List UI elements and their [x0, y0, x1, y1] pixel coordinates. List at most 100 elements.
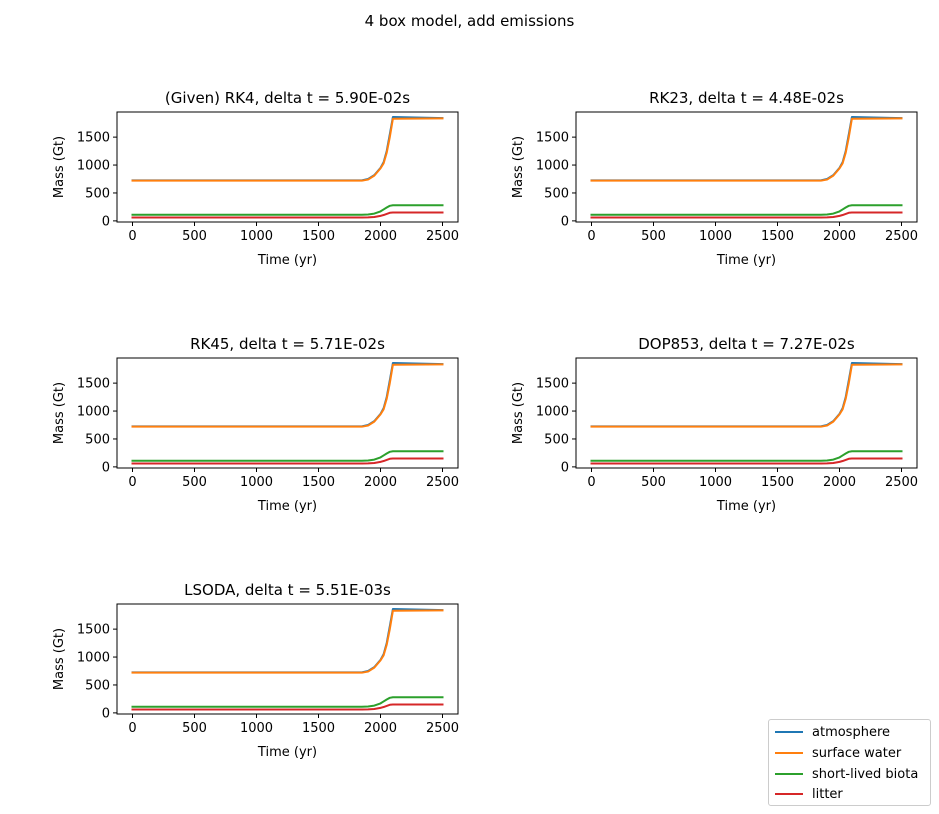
y-tick-label: 500: [85, 186, 110, 201]
legend-item-litter: litter: [775, 784, 843, 804]
y-axis-label: Mass (Gt): [511, 382, 526, 444]
x-tick-label: 1500: [302, 229, 335, 244]
series-line-atmosphere: [590, 362, 903, 428]
subplot-title: LSODA, delta t = 5.51E-03s: [184, 581, 391, 599]
legend-swatch-atmosphere: [775, 731, 803, 733]
x-tick-label: 0: [587, 229, 595, 244]
series-line-surface-water: [590, 117, 903, 182]
x-tick-label: 1500: [761, 475, 794, 490]
x-tick-label: 1500: [302, 721, 335, 736]
y-tick-label: 1500: [536, 377, 569, 392]
legend-swatch-litter: [775, 793, 803, 795]
series-line-short-lived-biota: [131, 450, 444, 462]
x-tick-label: 2500: [426, 721, 459, 736]
x-tick-label: 0: [128, 475, 136, 490]
y-tick-label: 0: [102, 214, 110, 229]
legend: atmosphere surface water short-lived bio…: [768, 719, 931, 806]
y-tick-label: 0: [102, 706, 110, 721]
y-tick-label: 0: [561, 214, 569, 229]
series-line-short-lived-biota: [590, 450, 903, 462]
series-line-atmosphere: [131, 116, 444, 182]
series-line-short-lived-biota: [131, 696, 444, 708]
x-axis-label: Time (yr): [257, 499, 317, 514]
series-line-atmosphere: [131, 608, 444, 674]
x-tick-label: 1500: [761, 229, 794, 244]
x-tick-label: 500: [182, 229, 207, 244]
series-line-surface-water: [590, 363, 903, 428]
series-line-litter: [131, 211, 444, 219]
x-tick-label: 1000: [699, 475, 732, 490]
x-tick-label: 1000: [699, 229, 732, 244]
x-tick-label: 500: [182, 475, 207, 490]
legend-swatch-short-lived-biota: [775, 773, 803, 775]
subplot-3: 0 500 1000 1500 2000 2500 0 500 1000 1500 RK45, de…: [52, 335, 459, 514]
series-line-surface-water: [131, 117, 444, 182]
series-line-short-lived-biota: [590, 204, 903, 216]
series-line-litter: [131, 457, 444, 465]
x-tick-label: 2000: [364, 721, 397, 736]
y-tick-label: 500: [85, 432, 110, 447]
subplot-title: RK23, delta t = 4.48E-02s: [649, 89, 844, 107]
x-axis-label: Time (yr): [716, 253, 776, 268]
series-line-atmosphere: [590, 116, 903, 182]
x-tick-label: 2500: [885, 475, 918, 490]
y-tick-label: 1000: [77, 651, 110, 666]
legend-label: atmosphere: [812, 724, 890, 740]
y-tick-label: 1500: [536, 131, 569, 146]
y-tick-label: 1000: [77, 405, 110, 420]
x-tick-label: 500: [641, 475, 666, 490]
series-line-surface-water: [131, 609, 444, 674]
x-tick-label: 1500: [302, 475, 335, 490]
subplot-1: 0 500 1000 1500 2000 2500 0 500 1000 1500 (Given) …: [52, 89, 459, 268]
y-tick-label: 500: [85, 678, 110, 693]
y-axis-label: Mass (Gt): [511, 136, 526, 198]
x-tick-label: 2500: [426, 475, 459, 490]
y-axis-label: Mass (Gt): [52, 382, 67, 444]
x-axis-label: Time (yr): [716, 499, 776, 514]
x-tick-label: 2000: [823, 229, 856, 244]
x-tick-label: 2000: [823, 475, 856, 490]
x-tick-label: 2000: [364, 229, 397, 244]
legend-label: surface water: [812, 745, 902, 761]
x-tick-label: 0: [128, 229, 136, 244]
figure-suptitle: 4 box model, add emissions: [364, 12, 575, 30]
subplot-title: RK45, delta t = 5.71E-02s: [190, 335, 385, 353]
axes-frame: [116, 357, 459, 469]
x-tick-label: 1000: [240, 721, 273, 736]
x-tick-label: 0: [128, 721, 136, 736]
y-tick-label: 1000: [536, 159, 569, 174]
x-tick-label: 1000: [240, 475, 273, 490]
series-line-litter: [590, 211, 903, 219]
y-axis-label: Mass (Gt): [52, 628, 67, 690]
y-tick-label: 1000: [536, 405, 569, 420]
axes-frame: [575, 111, 918, 223]
y-tick-label: 500: [544, 432, 569, 447]
y-tick-label: 1500: [77, 623, 110, 638]
subplot-title: DOP853, delta t = 7.27E-02s: [638, 335, 855, 353]
series-line-atmosphere: [131, 362, 444, 428]
series-line-litter: [131, 703, 444, 711]
y-tick-label: 0: [102, 460, 110, 475]
axes-frame: [116, 111, 459, 223]
subplot-2: 0 500 1000 1500 2000 2500 0 500 1000 1500 RK23, de…: [511, 89, 918, 268]
y-tick-label: 1000: [77, 159, 110, 174]
series-line-litter: [590, 457, 903, 465]
x-tick-label: 500: [641, 229, 666, 244]
y-axis-label: Mass (Gt): [52, 136, 67, 198]
x-axis-label: Time (yr): [257, 745, 317, 760]
axes-frame: [575, 357, 918, 469]
x-tick-label: 2000: [364, 475, 397, 490]
legend-item-short-lived-biota: short-lived biota: [775, 764, 918, 784]
y-tick-label: 1500: [77, 377, 110, 392]
x-tick-label: 2500: [885, 229, 918, 244]
x-tick-label: 0: [587, 475, 595, 490]
legend-item-surface-water: surface water: [775, 743, 901, 763]
legend-swatch-surface-water: [775, 752, 803, 754]
y-tick-label: 0: [561, 460, 569, 475]
series-line-surface-water: [131, 363, 444, 428]
series-line-short-lived-biota: [131, 204, 444, 216]
x-axis-label: Time (yr): [257, 253, 317, 268]
legend-label: litter: [812, 786, 843, 802]
legend-item-atmosphere: atmosphere: [775, 722, 890, 742]
